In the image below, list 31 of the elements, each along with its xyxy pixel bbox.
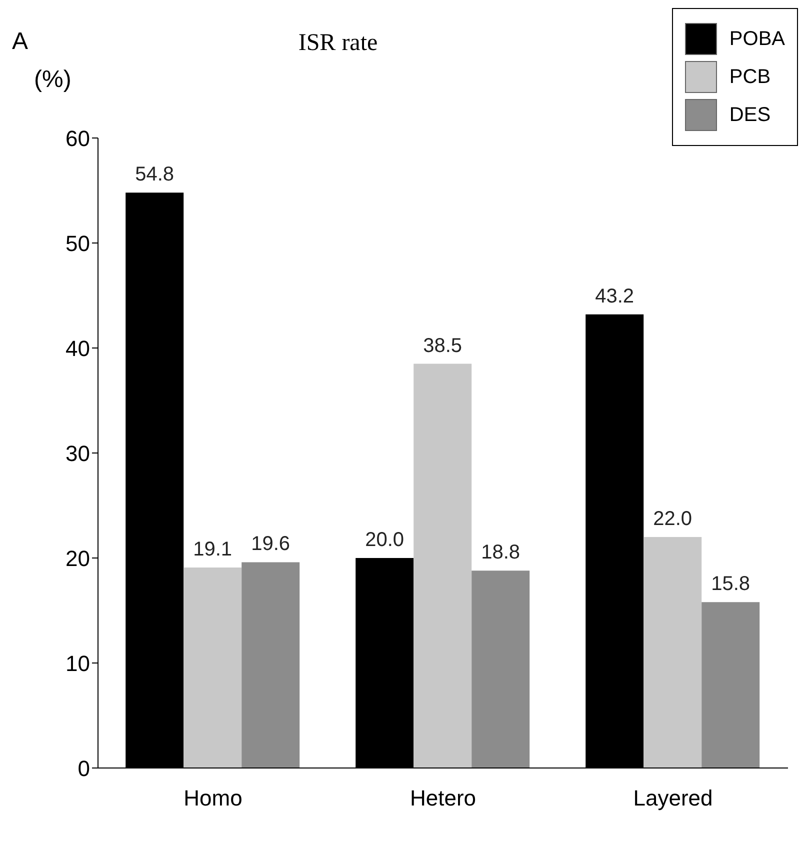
data-label: 19.6 [251,533,290,556]
data-label: 20.0 [365,529,404,551]
y-tick-label: 50 [66,230,90,256]
text: A [12,28,28,56]
data-label: 18.8 [481,542,520,564]
data-label: 43.2 [595,285,634,308]
bar [702,602,760,768]
data-label: 15.8 [711,573,750,596]
bar [414,364,472,768]
y-tick-label: 60 [66,126,90,151]
bar [472,570,530,768]
legend-label: DES [729,104,771,126]
legend-label: POBA [729,28,785,50]
y-tick-label: 30 [66,440,90,466]
data-label: 22.0 [653,508,692,530]
bar [644,537,702,768]
y-axis-title: (%) [34,66,72,94]
x-tick-label: Homo [184,786,242,811]
y-tick-label: 40 [66,336,90,361]
x-tick-label: Layered [633,786,713,811]
x-tick-label: Hetero [410,786,476,811]
data-label: 38.5 [423,334,462,357]
data-label: 54.8 [135,164,174,186]
y-tick-label: 20 [66,546,90,571]
legend-label: PCB [729,66,771,88]
bar [242,562,300,768]
y-tick-label: 0 [78,756,90,781]
data-label: 19.1 [193,538,232,560]
chart-title: ISR rate [298,30,378,56]
bar [184,567,242,768]
y-tick-label: 10 [66,650,90,676]
